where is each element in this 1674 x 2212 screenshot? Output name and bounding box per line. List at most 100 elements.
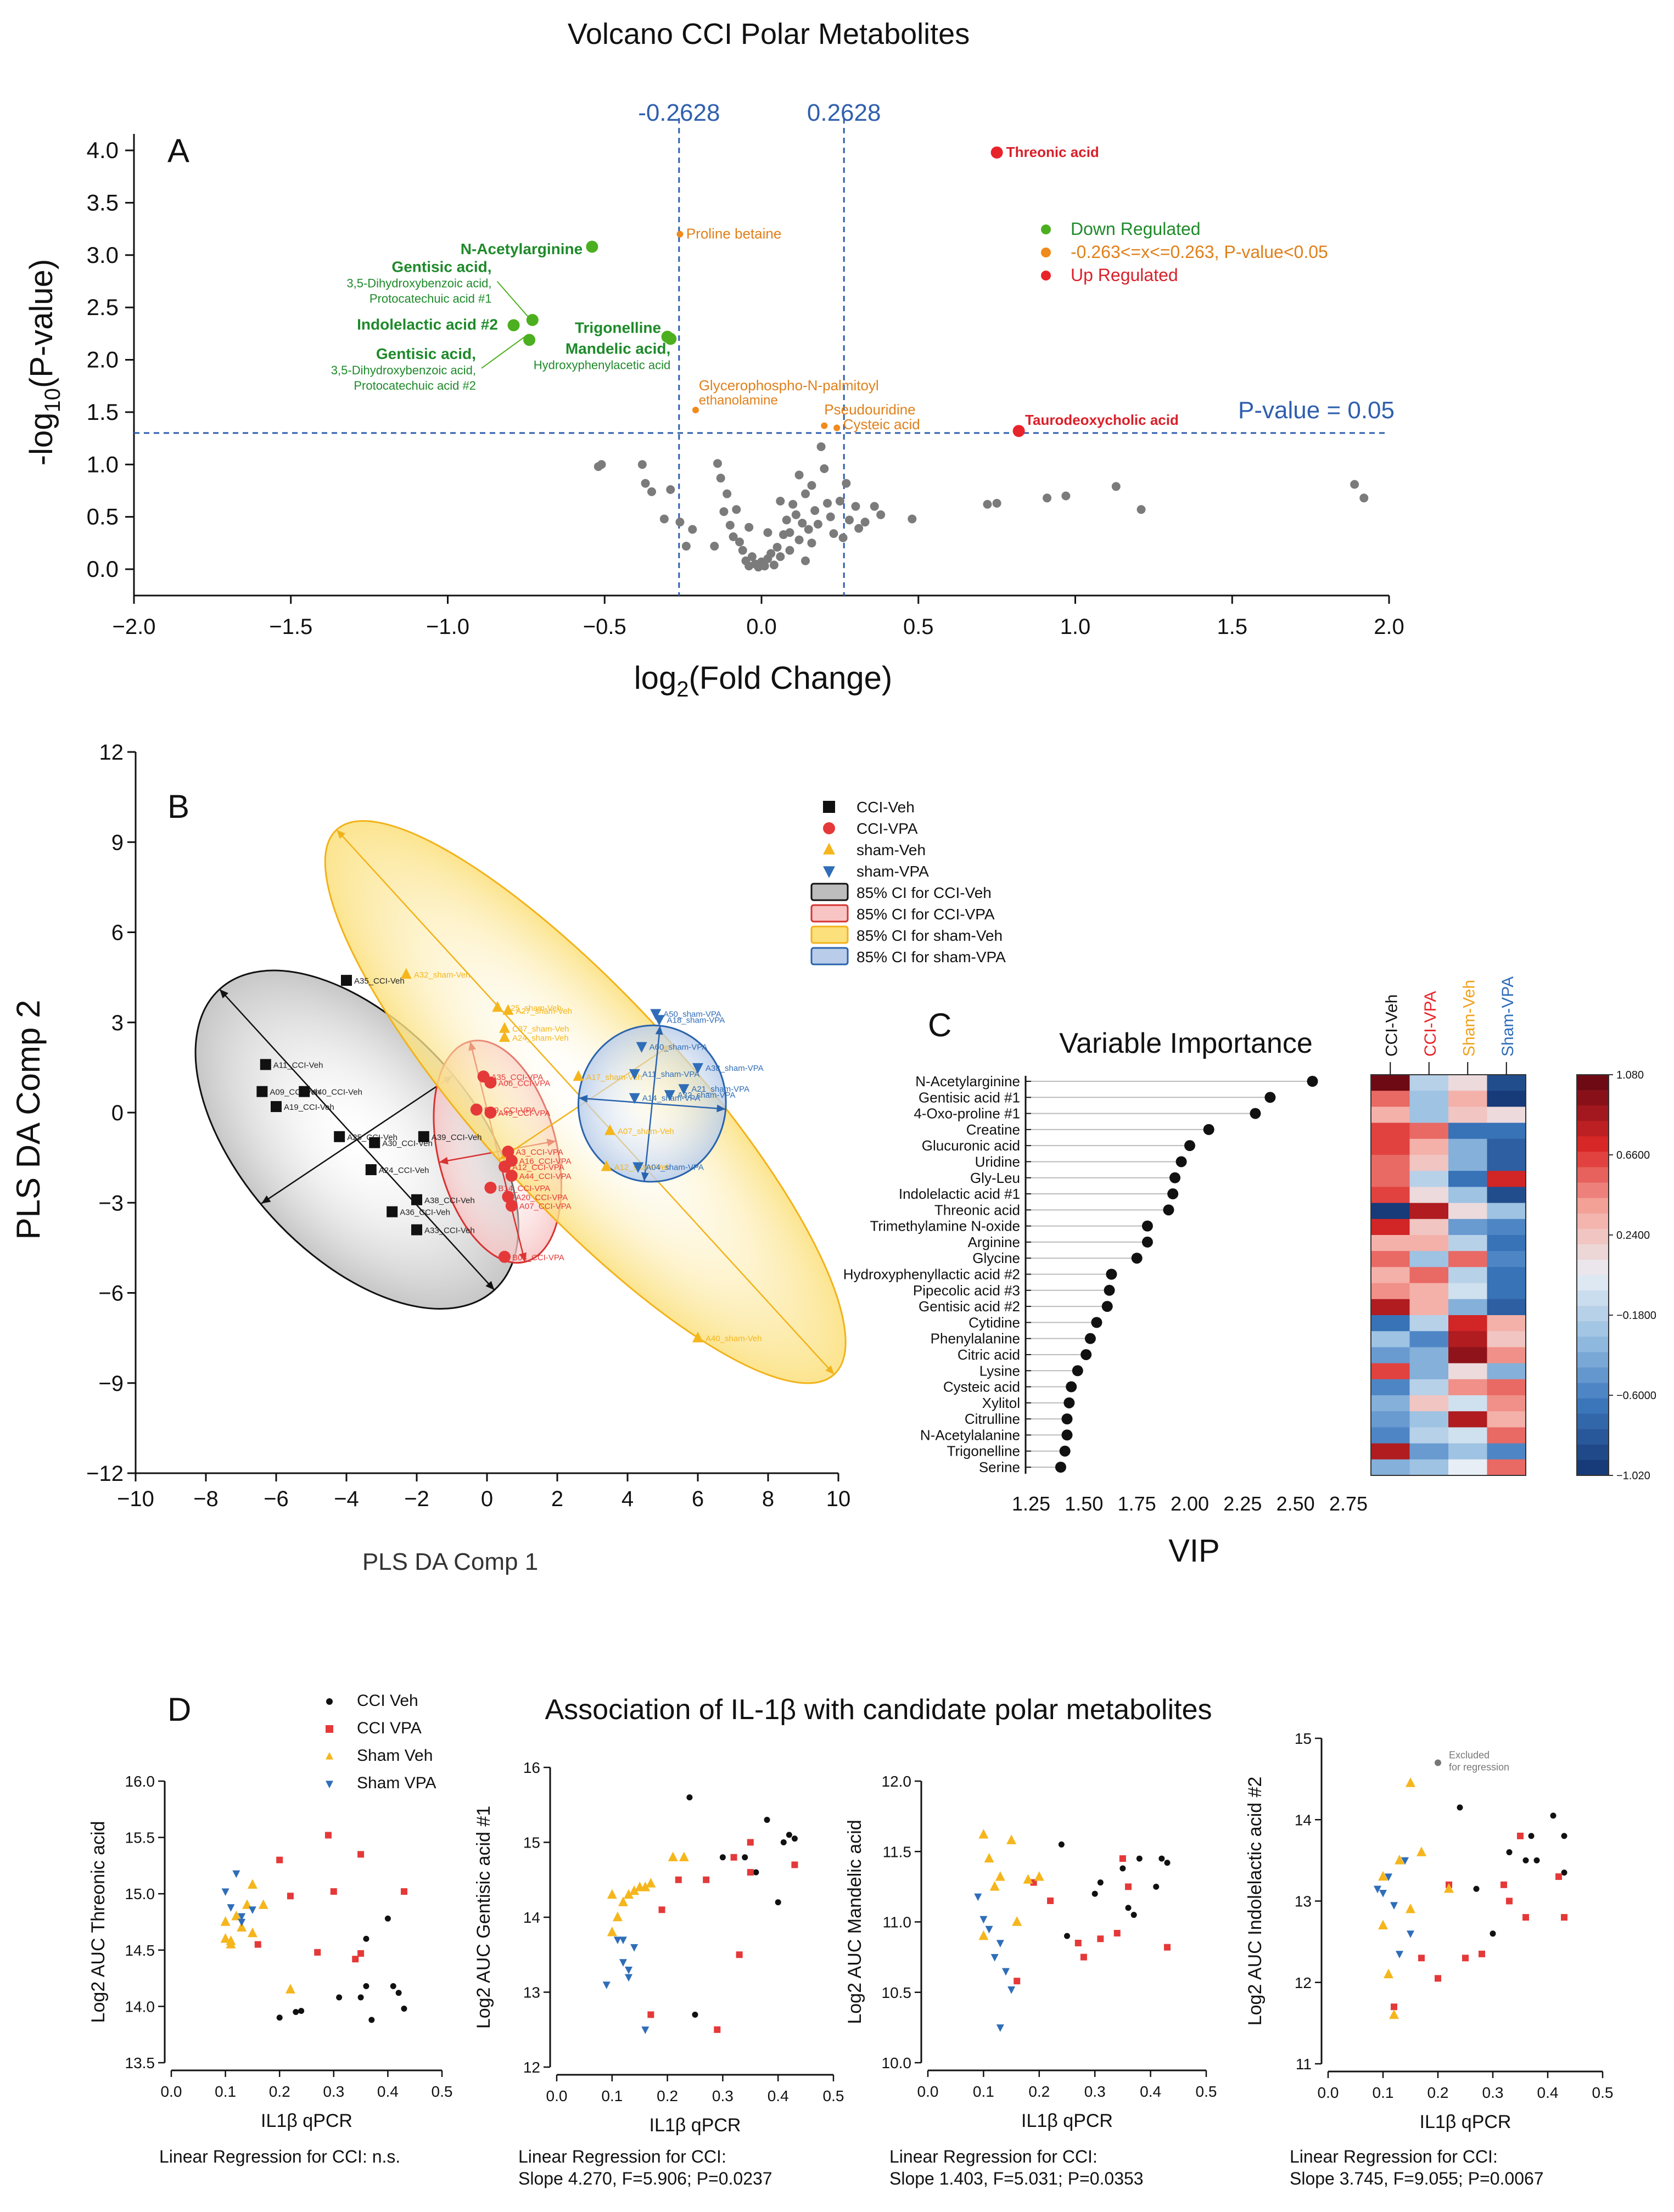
heatmap-cell xyxy=(1448,1315,1487,1332)
volcano-point-ns xyxy=(735,537,744,547)
heatmap-column-label: CCI-Veh xyxy=(1382,995,1401,1057)
volcano-legend-marker xyxy=(1041,271,1051,280)
vip-x-tick-label: 1.75 xyxy=(1118,1492,1156,1515)
vip-label: Uridine xyxy=(975,1153,1020,1170)
plsda-point xyxy=(678,1084,690,1095)
subplot-y-tick-label: 11.0 xyxy=(883,1914,911,1931)
volcano-y-tick-label: 2.0 xyxy=(87,347,119,373)
plsda-point xyxy=(653,1015,665,1026)
point-cci-vpa xyxy=(1113,1930,1121,1937)
volcano-point-ns xyxy=(647,487,656,496)
heatmap-cell xyxy=(1487,1363,1526,1380)
volcano-point-ns xyxy=(760,562,769,571)
ci-axis-arrow xyxy=(825,1365,835,1374)
point-cci-vpa xyxy=(747,1839,754,1846)
volcano-point-label: Trigonelline xyxy=(575,319,661,336)
point-sham-vpa xyxy=(1374,1885,1381,1894)
heatmap-column-label: Sham-Veh xyxy=(1460,980,1478,1057)
heatmap-cell xyxy=(1448,1107,1487,1124)
point-cci-veh xyxy=(692,2011,698,2018)
association-legend-marker xyxy=(326,1725,333,1733)
plsda-legend-label: CCI-VPA xyxy=(856,820,918,837)
point-sham-veh xyxy=(1378,1919,1388,1930)
point-cci-vpa xyxy=(1479,1950,1485,1957)
association-legend-label: Sham VPA xyxy=(357,1774,436,1792)
volcano-point-ns xyxy=(845,515,854,525)
heatmap-cell xyxy=(1371,1155,1410,1171)
vip-dot xyxy=(1061,1413,1073,1425)
vip-dot xyxy=(1131,1253,1143,1264)
volcano-point-label: Protocatechuic acid #2 xyxy=(354,379,476,392)
volcano-point-ns xyxy=(791,510,800,519)
association-subplot: 0.0 0.1 0.2 0.3 0.4 0.5 10.0 10.5 11.0 11.5 12.0 IL… xyxy=(844,1773,1217,2188)
plsda-point-label: A38_sham-VPA xyxy=(706,1064,764,1073)
colorbar-cell xyxy=(1577,1213,1609,1229)
heatmap-cell xyxy=(1371,1219,1410,1236)
subplot-x-tick-label: 0.5 xyxy=(432,2083,453,2100)
point-cci-vpa xyxy=(1462,1955,1469,1962)
subplot-y-label: Log2 AUC Threonic acid xyxy=(88,1821,109,2023)
heatmap-cell xyxy=(1371,1122,1410,1139)
colorbar-cell xyxy=(1577,1244,1609,1260)
plsda-point xyxy=(499,1022,510,1033)
point-cci-vpa xyxy=(658,1906,665,1913)
point-cci-veh xyxy=(1091,1890,1098,1897)
heatmap-cell xyxy=(1448,1331,1487,1348)
plsda-point-label: A19_CCI-Veh xyxy=(284,1103,334,1112)
volcano-x-tick-label: 1.0 xyxy=(1060,615,1091,639)
association-subplot: 0.0 0.1 0.2 0.3 0.4 0.5 11 12 13 14 15 IL1β qPCR Log… xyxy=(1245,1730,1613,2188)
point-cci-vpa xyxy=(254,1941,261,1948)
subplot-x-tick-label: 0.3 xyxy=(712,2087,734,2104)
colorbar-cell xyxy=(1577,1398,1609,1414)
heatmap-cell xyxy=(1487,1122,1526,1139)
volcano-point-mid xyxy=(692,407,699,414)
colorbar-tick-label: 0.2400 xyxy=(1616,1229,1650,1242)
volcano-point-ns xyxy=(688,525,697,534)
volcano-point-label: Gentisic acid, xyxy=(391,259,491,276)
vip-dot xyxy=(1203,1124,1214,1135)
vip-label: Cytidine xyxy=(968,1314,1020,1330)
point-cci-veh xyxy=(753,1869,759,1876)
plsda-y-tick-label: 3 xyxy=(111,1011,124,1035)
heatmap-cell xyxy=(1409,1155,1449,1171)
vip-label: Lysine xyxy=(979,1362,1020,1379)
subplot-x-tick-label: 0.4 xyxy=(768,2087,789,2104)
volcano-point-ns xyxy=(744,523,754,532)
vip-label: Gly-Leu xyxy=(970,1170,1020,1186)
point-sham-vpa xyxy=(979,1916,988,1924)
point-sham-veh xyxy=(607,1926,617,1936)
plsda-legend-swatch xyxy=(810,925,849,944)
volcano-point-ns xyxy=(804,525,813,534)
subplot-y-tick-label: 14 xyxy=(1295,1811,1312,1828)
vip-label: Glycine xyxy=(972,1250,1020,1266)
volcano-point-ns xyxy=(807,538,816,548)
point-sham-veh xyxy=(231,1910,242,1921)
plsda-point-label: A49_CCI-VPA xyxy=(498,1109,550,1118)
vip-label: Gentisic acid #1 xyxy=(919,1089,1020,1105)
plsda-point xyxy=(387,1206,398,1217)
point-sham-vpa xyxy=(1390,1902,1398,1910)
point-cci-vpa xyxy=(1074,1939,1082,1946)
volcano-point-ns xyxy=(794,535,804,544)
volcano-point-ns xyxy=(710,542,719,551)
vip-label: Serine xyxy=(979,1459,1020,1475)
plsda-legend-label: 85% CI for CCI-VPA xyxy=(856,906,995,923)
vip-label: Citric acid xyxy=(958,1346,1020,1363)
ci-axis-arrow xyxy=(655,1025,663,1035)
plsda-point xyxy=(256,1086,268,1097)
plsda-point-label: A17_sham-Veh xyxy=(586,1073,642,1082)
volcano-y-tick-label: 2.5 xyxy=(87,294,119,320)
subplot-x-tick-label: 0.3 xyxy=(1084,2083,1106,2100)
volcano-point-ns xyxy=(675,518,685,527)
plsda-point xyxy=(664,1090,675,1101)
vip-x-label: VIP xyxy=(1168,1533,1220,1569)
volcano-point-down xyxy=(664,333,677,345)
vip-label: Creatine xyxy=(966,1121,1020,1138)
point-sham-veh xyxy=(1417,1846,1426,1856)
volcano-point-ns xyxy=(823,498,832,508)
point-cci-vpa xyxy=(1047,1897,1054,1905)
heatmap-cell xyxy=(1448,1138,1487,1155)
volcano-point-ns xyxy=(594,462,603,471)
heatmap-cell xyxy=(1409,1251,1449,1267)
sub: (Fold Change) xyxy=(688,660,892,696)
